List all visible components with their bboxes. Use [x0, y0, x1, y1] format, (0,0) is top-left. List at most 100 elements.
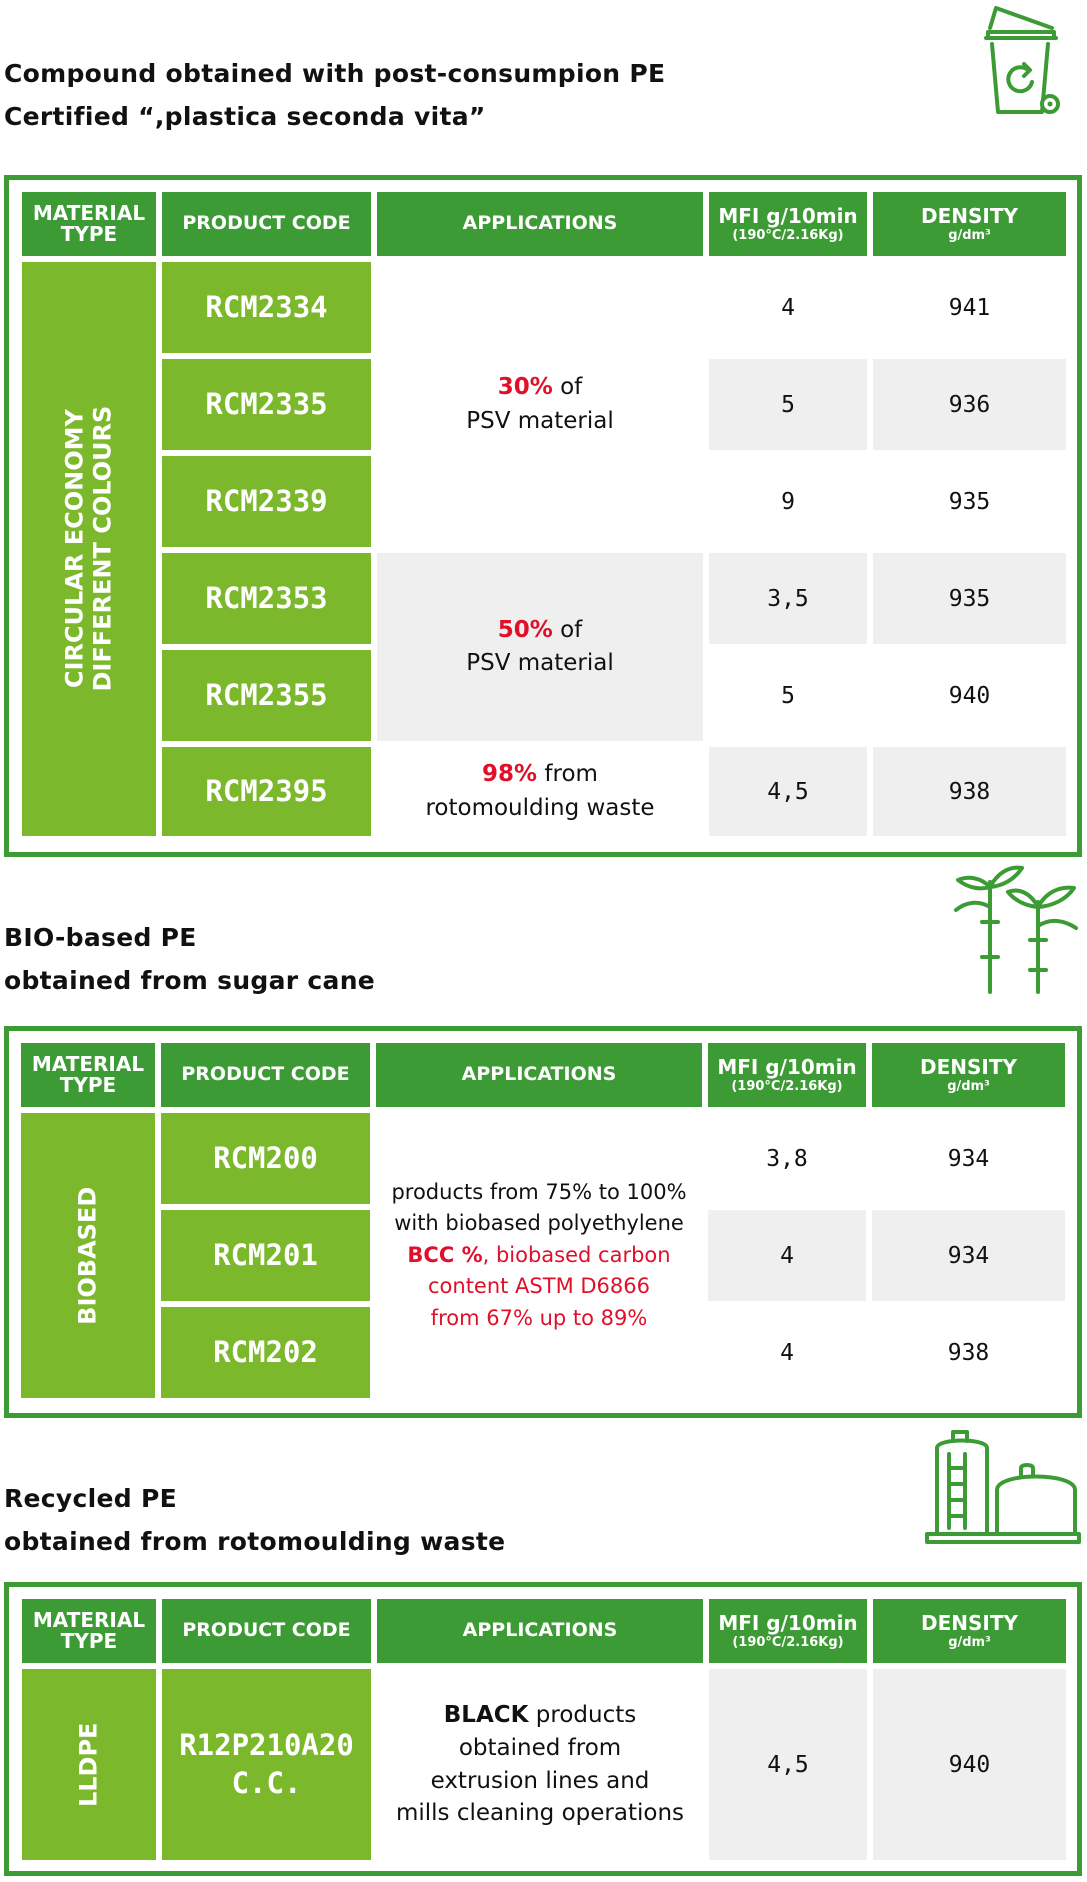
mfi-cell: 4	[709, 262, 867, 353]
section2-heading: BIO-based PE obtained from sugar cane	[4, 916, 375, 1002]
app-highlight: 30%	[497, 374, 553, 401]
app-text: of	[552, 616, 583, 643]
mfi-cell: 5	[709, 650, 867, 741]
app-text: with biobased polyethylene	[394, 1211, 684, 1236]
product-code: RCM201	[213, 1237, 318, 1272]
density-cell: 940	[873, 1669, 1066, 1860]
header-material-line2: TYPE	[60, 1629, 118, 1653]
header-density: DENSITY g/dm³	[872, 1043, 1065, 1107]
density-cell: 934	[872, 1210, 1065, 1301]
header-material-line1: MATERIAL	[32, 1608, 146, 1632]
section3-table: MATERIAL TYPE PRODUCT CODE APPLICATIONS …	[4, 1582, 1082, 1876]
product-code-cell: RCM202	[161, 1307, 370, 1398]
header-density-label: DENSITY	[921, 203, 1018, 228]
mfi-value: 3,8	[766, 1145, 808, 1172]
header-product-code-label: PRODUCT CODE	[182, 1619, 351, 1642]
header-applications: APPLICATIONS	[377, 192, 703, 256]
density-value: 934	[947, 1242, 990, 1269]
density-value: 938	[948, 778, 991, 805]
density-value: 936	[948, 391, 991, 418]
product-code-line2: C.C.	[231, 1765, 302, 1800]
app-highlight: BLACK	[443, 1702, 529, 1729]
header-product-code-label: PRODUCT CODE	[181, 1063, 350, 1086]
product-code-line1: R12P210A20	[179, 1727, 354, 1762]
mfi-value: 4	[780, 1242, 794, 1269]
recycle-bin-icon	[984, 6, 1060, 114]
section3-heading-line1: Recycled PE	[4, 1484, 177, 1513]
app-text: products	[528, 1702, 637, 1729]
product-code: RCM2355	[205, 677, 328, 712]
header-applications-label: APPLICATIONS	[462, 212, 618, 235]
material-type-cell: CIRCULAR ECONOMY DIFFERENT COLOURS	[22, 262, 156, 836]
product-code-cell: RCM2339	[162, 456, 371, 547]
product-code: RCM2334	[205, 289, 328, 324]
product-code-cell: RCM2395	[162, 747, 371, 836]
material-type-line2: DIFFERENT COLOURS	[88, 406, 116, 692]
header-density-sub: g/dm³	[947, 1078, 990, 1094]
header-material-type: MATERIAL TYPE	[22, 1599, 156, 1663]
material-type-cell: BIOBASED	[21, 1113, 155, 1398]
app-text: PSV material	[466, 407, 614, 434]
header-mfi-sub: (190°C/2.16Kg)	[731, 1078, 843, 1094]
material-type-line1: CIRCULAR ECONOMY	[60, 409, 89, 689]
density-cell: 938	[873, 747, 1066, 836]
header-product-code: PRODUCT CODE	[161, 1043, 370, 1107]
mfi-cell: 4,5	[709, 1669, 867, 1860]
material-type-label: LLDPE	[74, 1722, 103, 1807]
mfi-cell: 9	[709, 456, 867, 547]
app-text: of	[552, 374, 583, 401]
density-cell: 935	[873, 553, 1066, 644]
header-material-type: MATERIAL TYPE	[22, 192, 156, 256]
density-value: 941	[948, 294, 991, 321]
product-code: RCM2335	[205, 386, 328, 421]
density-value: 934	[947, 1145, 990, 1172]
app-highlight: content ASTM D6866	[427, 1274, 650, 1299]
mfi-value: 5	[781, 391, 795, 418]
material-type-label: BIOBASED	[73, 1186, 102, 1325]
header-mfi-label: MFI g/10min	[717, 1054, 857, 1079]
applications-cell: 98% from rotomoulding waste	[377, 747, 703, 836]
mfi-cell: 4	[708, 1307, 866, 1398]
product-code: RCM200	[213, 1140, 318, 1175]
applications-cell: 30% of PSV material	[377, 262, 703, 547]
app-text: from	[537, 761, 598, 788]
product-code-cell: R12P210A20 C.C.	[162, 1669, 371, 1860]
mfi-value: 3,5	[767, 585, 809, 612]
section2-heading-line2: obtained from sugar cane	[4, 966, 376, 995]
mfi-cell: 4,5	[709, 747, 867, 836]
section2-table: MATERIAL TYPE PRODUCT CODE APPLICATIONS …	[4, 1026, 1082, 1418]
product-code-cell: RCM2334	[162, 262, 371, 353]
header-product-code-label: PRODUCT CODE	[182, 212, 351, 235]
mfi-value: 5	[781, 682, 795, 709]
product-code-cell: RCM2335	[162, 359, 371, 450]
density-value: 940	[948, 682, 991, 709]
app-highlight: 98%	[482, 761, 538, 788]
material-type-cell: LLDPE	[22, 1669, 156, 1860]
applications-cell: 50% of PSV material	[377, 553, 703, 741]
density-value: 935	[948, 488, 991, 515]
app-text: products from 75% to 100%	[391, 1179, 687, 1204]
mfi-cell: 4	[708, 1210, 866, 1301]
section3-heading: Recycled PE obtained from rotomoulding w…	[4, 1477, 505, 1563]
app-text: PSV material	[466, 650, 614, 676]
applications-cell: BLACK products obtained from extrusion l…	[377, 1669, 703, 1860]
density-value: 940	[948, 1751, 991, 1778]
header-density-sub: g/dm³	[948, 1634, 991, 1650]
app-highlight: 50%	[497, 616, 553, 643]
app-highlight: BCC %	[407, 1242, 483, 1267]
product-code-cell: RCM2353	[162, 553, 371, 644]
section3-heading-line2: obtained from rotomoulding waste	[4, 1527, 506, 1556]
header-applications: APPLICATIONS	[376, 1043, 702, 1107]
app-text: extrusion lines and	[430, 1767, 650, 1794]
header-density-sub: g/dm³	[948, 227, 991, 243]
app-text: rotomoulding waste	[425, 794, 655, 821]
density-value: 938	[947, 1339, 990, 1366]
header-density: DENSITY g/dm³	[873, 192, 1066, 256]
product-code: RCM2395	[205, 773, 328, 808]
mfi-cell: 3,5	[709, 553, 867, 644]
product-code: RCM2353	[205, 580, 328, 615]
header-material-line1: MATERIAL	[32, 201, 146, 225]
header-mfi-sub: (190°C/2.16Kg)	[732, 1634, 844, 1650]
header-mfi: MFI g/10min (190°C/2.16Kg)	[709, 192, 867, 256]
header-applications: APPLICATIONS	[377, 1599, 703, 1663]
